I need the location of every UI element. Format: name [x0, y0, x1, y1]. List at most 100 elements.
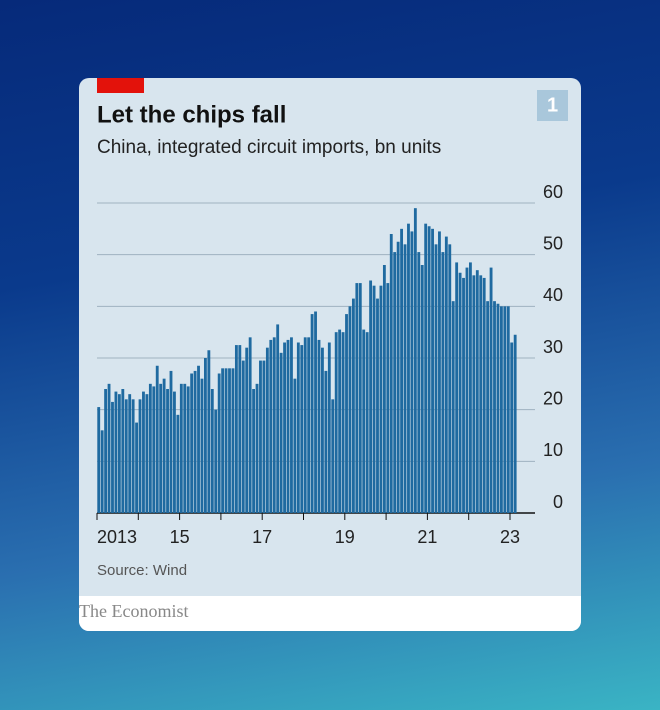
bar — [159, 383, 163, 513]
bar — [300, 345, 304, 513]
footer — [79, 596, 581, 631]
bar — [510, 342, 514, 513]
bar — [228, 368, 231, 513]
bar — [210, 389, 214, 513]
bar — [434, 244, 438, 514]
bar — [362, 329, 366, 513]
bar — [265, 347, 269, 513]
bar — [104, 389, 108, 513]
bar — [427, 226, 431, 513]
red-tag — [97, 78, 144, 93]
bar — [462, 277, 465, 513]
y-tick-label: 0 — [553, 492, 563, 512]
bar — [338, 329, 342, 513]
bar — [513, 334, 517, 513]
bar — [259, 360, 262, 513]
bar — [252, 389, 256, 513]
x-tick-label: 23 — [500, 527, 520, 547]
bar — [117, 394, 121, 513]
bar — [114, 391, 118, 513]
bar — [389, 234, 393, 513]
bar — [124, 399, 128, 513]
bar — [369, 280, 373, 513]
chart-subtitle: China, integrated circuit imports, bn un… — [97, 137, 441, 158]
bar — [111, 401, 114, 513]
x-tick-label: 19 — [335, 527, 355, 547]
bar — [410, 231, 414, 513]
bar — [207, 350, 211, 513]
x-tick-label: 21 — [417, 527, 437, 547]
bar — [324, 370, 328, 513]
bar — [142, 391, 145, 513]
bar — [403, 244, 407, 514]
bar — [345, 314, 348, 513]
bar — [448, 244, 452, 514]
x-tick-label: 15 — [170, 527, 190, 547]
bar — [479, 275, 483, 513]
bar — [475, 270, 479, 513]
chart-title: Let the chips fall — [97, 101, 286, 128]
bar — [386, 283, 390, 513]
bar — [231, 368, 235, 513]
bar — [407, 223, 410, 513]
source: Source: Wind — [97, 562, 187, 579]
bar — [138, 399, 142, 513]
bar — [382, 265, 386, 513]
bar — [276, 324, 280, 513]
bar — [179, 383, 183, 513]
badge — [537, 90, 568, 121]
bar — [444, 236, 448, 514]
bar — [503, 306, 507, 513]
bar — [413, 208, 417, 513]
bar — [152, 386, 156, 513]
bar — [486, 301, 490, 513]
bar — [465, 267, 469, 513]
bar — [372, 285, 376, 513]
bar — [472, 275, 476, 513]
bar — [224, 368, 228, 513]
bar — [420, 265, 424, 513]
bar — [358, 283, 362, 513]
y-tick-label: 20 — [543, 388, 563, 408]
bar — [441, 252, 445, 514]
bar — [499, 306, 503, 513]
x-tick-label: 2013 — [97, 527, 137, 547]
bar — [286, 339, 290, 513]
bar — [417, 252, 421, 514]
bar — [241, 360, 245, 513]
bar — [148, 383, 152, 513]
x-tick-label: 17 — [252, 527, 272, 547]
bar — [145, 394, 149, 513]
bar — [193, 370, 197, 513]
bar — [248, 337, 252, 513]
bar — [365, 332, 369, 513]
bar — [272, 337, 276, 513]
bar — [303, 337, 307, 513]
bar — [431, 228, 434, 514]
bar — [173, 391, 176, 513]
bar — [100, 430, 104, 513]
bar — [331, 399, 335, 513]
bar — [203, 358, 207, 513]
bar — [458, 272, 462, 513]
y-tick-label: 60 — [543, 182, 563, 202]
bar — [234, 345, 238, 513]
y-tick-label: 10 — [543, 440, 563, 460]
bar — [341, 332, 345, 513]
badge-number: 1 — [547, 94, 558, 116]
bar — [186, 386, 190, 513]
y-tick-label: 40 — [543, 285, 563, 305]
bar — [107, 383, 111, 513]
bar — [176, 414, 180, 513]
bar — [455, 262, 459, 513]
bar — [469, 262, 472, 513]
bar — [482, 277, 486, 513]
bar — [217, 373, 221, 513]
bar — [400, 228, 404, 514]
bar — [238, 345, 242, 513]
bar — [307, 337, 311, 513]
bar — [197, 365, 200, 513]
y-tick-label: 50 — [543, 233, 563, 253]
bar — [489, 267, 493, 513]
